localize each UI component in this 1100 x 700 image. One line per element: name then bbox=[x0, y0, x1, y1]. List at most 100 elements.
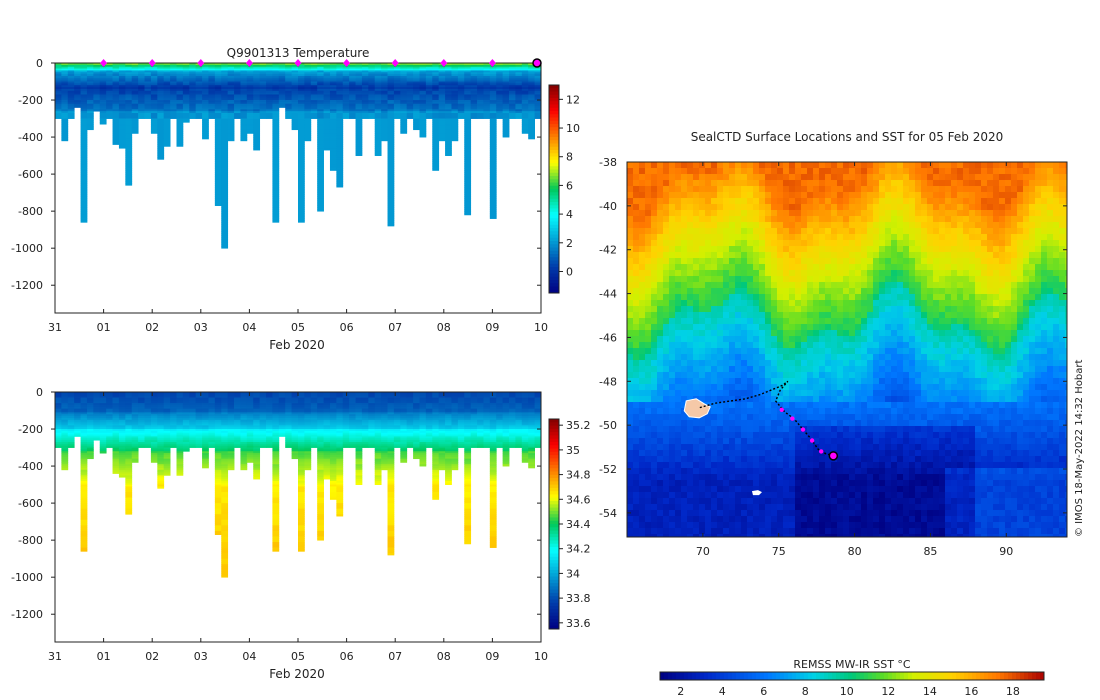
profile-cell bbox=[55, 425, 62, 428]
profile-cell bbox=[182, 419, 190, 423]
profile-cell bbox=[272, 549, 280, 552]
profile-cell bbox=[99, 74, 107, 77]
profile-cell bbox=[221, 148, 229, 151]
profile-cell bbox=[221, 220, 229, 223]
profile-cell bbox=[86, 120, 94, 123]
profile-cell bbox=[227, 401, 235, 404]
profile-cell bbox=[170, 64, 177, 68]
profile-cell bbox=[131, 113, 139, 116]
profile-cell bbox=[61, 462, 69, 465]
profile-cell bbox=[374, 122, 382, 125]
profile-cell bbox=[61, 127, 69, 131]
profile-cell bbox=[74, 90, 81, 94]
profile-cell bbox=[317, 148, 324, 151]
profile-cell bbox=[291, 419, 299, 423]
profile-cell bbox=[489, 163, 497, 166]
profile-cell bbox=[67, 92, 75, 95]
profile-cell bbox=[278, 414, 286, 417]
profile-cell bbox=[489, 79, 497, 82]
profile-cell bbox=[214, 488, 222, 491]
profile-cell bbox=[150, 434, 158, 437]
profile-cell bbox=[432, 107, 440, 110]
colorbar-step bbox=[549, 120, 559, 125]
profile-cell bbox=[214, 70, 222, 73]
profile-cell bbox=[291, 90, 299, 94]
profile-cell bbox=[208, 114, 216, 118]
profile-cell bbox=[202, 105, 209, 108]
profile-cell bbox=[112, 125, 120, 129]
profile-cell bbox=[393, 64, 401, 68]
profile-cell bbox=[272, 503, 280, 506]
profile-cell bbox=[118, 137, 126, 140]
profile-cell bbox=[477, 101, 484, 105]
profile-cell bbox=[381, 124, 388, 127]
profile-cell bbox=[214, 492, 222, 495]
profile-cell bbox=[272, 403, 280, 406]
profile-cell bbox=[521, 111, 529, 114]
profile-cell bbox=[464, 133, 472, 136]
profile-cell bbox=[106, 96, 113, 99]
profile-cell bbox=[93, 87, 101, 90]
profile-cell bbox=[368, 85, 376, 88]
profile-cell bbox=[125, 172, 133, 175]
profile-cell bbox=[285, 442, 292, 445]
profile-cell bbox=[138, 417, 145, 421]
profile-cell bbox=[195, 113, 203, 116]
profile-cell bbox=[93, 107, 101, 110]
profile-cell bbox=[317, 163, 324, 166]
profile-cell bbox=[106, 75, 113, 79]
profile-cell bbox=[55, 94, 62, 97]
profile-cell bbox=[106, 417, 113, 421]
profile-cell bbox=[208, 440, 216, 443]
profile-cell bbox=[336, 101, 344, 105]
profile-cell bbox=[464, 64, 472, 68]
profile-cell bbox=[285, 414, 292, 417]
profile-cell bbox=[432, 113, 440, 116]
profile-cell bbox=[368, 83, 376, 86]
profile-cell bbox=[381, 90, 388, 94]
profile-cell bbox=[80, 172, 88, 175]
profile-cell bbox=[86, 107, 94, 110]
profile-cell bbox=[170, 68, 177, 71]
profile-cell bbox=[138, 399, 145, 402]
profile-cell bbox=[125, 427, 133, 430]
profile-cell bbox=[515, 64, 523, 68]
profile-cell bbox=[470, 70, 478, 73]
profile-cell bbox=[310, 107, 318, 110]
profile-cell bbox=[138, 72, 145, 75]
profile-cell bbox=[521, 85, 529, 88]
profile-cell bbox=[195, 395, 203, 398]
profile-cell bbox=[445, 133, 452, 136]
profile-cell bbox=[534, 90, 541, 94]
profile-cell bbox=[195, 401, 203, 404]
profile-cell bbox=[496, 79, 504, 82]
profile-cell bbox=[55, 430, 62, 434]
profile-cell bbox=[221, 183, 229, 186]
profile-cell bbox=[368, 103, 376, 106]
profile-cell bbox=[400, 79, 408, 82]
profile-cell bbox=[438, 101, 446, 105]
profile-cell bbox=[502, 124, 510, 127]
profile-cell bbox=[534, 77, 541, 81]
profile-cell bbox=[240, 445, 248, 448]
profile-cell bbox=[515, 111, 523, 114]
profile-cell bbox=[361, 88, 369, 92]
profile-cell bbox=[246, 92, 254, 95]
profile-cell bbox=[176, 442, 184, 445]
profile-cell bbox=[125, 83, 133, 86]
profile-cell bbox=[118, 138, 126, 142]
profile-cell bbox=[234, 98, 241, 101]
profile-cell bbox=[221, 101, 229, 105]
profile-cell bbox=[125, 477, 133, 480]
profile-cell bbox=[99, 440, 107, 443]
profile-cell bbox=[86, 96, 94, 99]
profile-cell bbox=[342, 88, 350, 92]
profile-cell bbox=[464, 200, 472, 203]
profile-cell bbox=[182, 100, 190, 103]
profile-cell bbox=[470, 66, 478, 69]
profile-cell bbox=[502, 113, 510, 116]
profile-cell bbox=[163, 442, 171, 445]
profile-cell bbox=[125, 480, 133, 484]
profile-cell bbox=[163, 460, 171, 463]
profile-cell bbox=[208, 399, 216, 402]
